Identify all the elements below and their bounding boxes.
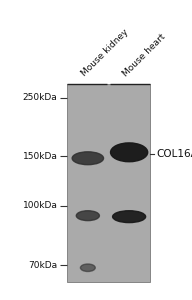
Ellipse shape [72,152,103,165]
Text: 100kDa: 100kDa [23,201,58,210]
Text: Mouse heart: Mouse heart [121,32,167,78]
Text: Mouse kidney: Mouse kidney [79,27,130,78]
Ellipse shape [76,211,99,220]
Bar [67,84,150,282]
Ellipse shape [111,143,148,162]
Text: 70kDa: 70kDa [28,261,58,270]
Text: 150kDa: 150kDa [23,152,58,161]
Ellipse shape [113,211,146,223]
Text: COL16A1: COL16A1 [156,149,192,159]
Ellipse shape [80,264,95,272]
Text: 250kDa: 250kDa [23,93,58,102]
